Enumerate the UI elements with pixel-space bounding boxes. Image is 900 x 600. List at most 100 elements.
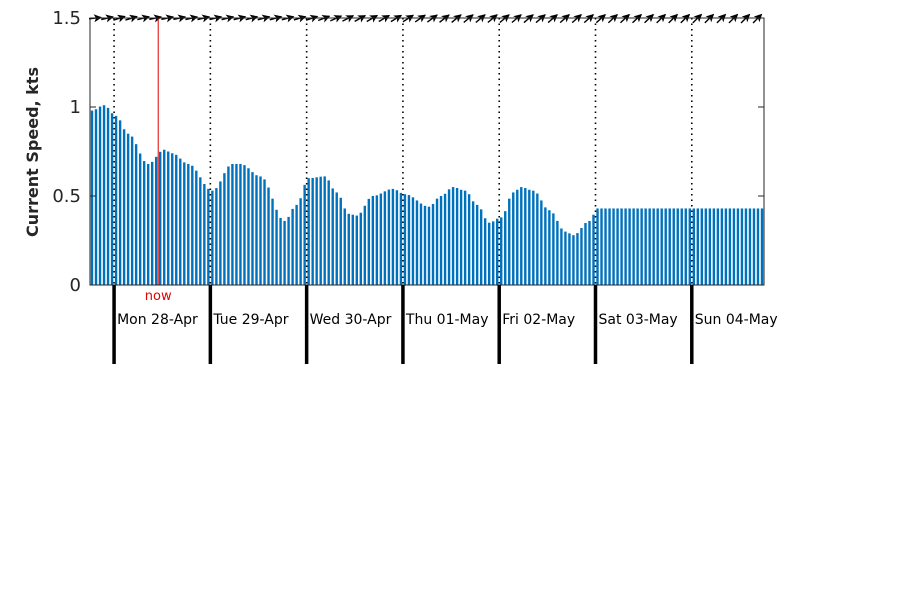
speed-bar (287, 216, 290, 285)
speed-bar (255, 175, 258, 285)
day-label: Tue 29-Apr (212, 312, 288, 328)
speed-bar (207, 188, 210, 285)
arrow-head (357, 15, 367, 23)
speed-bar (471, 201, 475, 285)
speed-bar (692, 208, 695, 285)
speed-bars (90, 105, 764, 286)
speed-bar (487, 222, 491, 285)
speed-bar (371, 196, 375, 285)
speed-bar (439, 196, 443, 285)
arrow-head (249, 14, 259, 23)
speed-bar (588, 220, 591, 285)
speed-bar (652, 208, 655, 285)
speed-bar (291, 208, 294, 285)
speed-bar (235, 163, 238, 285)
speed-bar (134, 144, 138, 285)
speed-bar (275, 209, 278, 285)
speed-bar (303, 184, 306, 286)
speed-bar (159, 151, 162, 285)
speed-bar (728, 208, 732, 285)
speed-bar (496, 218, 499, 285)
arrow-head (116, 14, 126, 23)
speed-bar (419, 203, 423, 285)
direction-arrow (378, 14, 391, 23)
arrow-head (297, 14, 307, 23)
speed-bar (756, 208, 760, 285)
speed-bar (463, 190, 467, 285)
speed-bar (508, 198, 511, 285)
speed-bar (443, 193, 447, 285)
speed-bar (146, 163, 150, 285)
speed-bar (195, 170, 198, 285)
speed-bar (114, 115, 118, 286)
y-tick-label: 1.5 (52, 8, 81, 29)
speed-bar (536, 193, 539, 285)
y-axis: 0 0.5 1 1.5 (52, 8, 764, 296)
speed-bar (528, 189, 531, 285)
speed-bar (415, 200, 419, 285)
arrow-head (381, 14, 391, 23)
arrow-head (285, 14, 295, 23)
speed-bar (379, 193, 383, 285)
speed-bar (435, 198, 439, 285)
speed-bar (347, 213, 350, 285)
day-label: Fri 02-May (502, 312, 575, 328)
speed-bar (203, 183, 206, 285)
speed-bar (150, 161, 154, 285)
speed-bar (684, 208, 687, 285)
arrow-head (273, 14, 283, 23)
speed-bar (383, 191, 387, 285)
speed-bar (676, 208, 679, 285)
speed-bar (126, 133, 130, 285)
speed-bar (612, 208, 615, 285)
speed-bar (500, 217, 503, 285)
speed-bar (580, 228, 583, 285)
arrow-head (345, 15, 355, 23)
speed-bar (447, 189, 451, 285)
speed-bar (227, 166, 230, 285)
day-label: Thu 01-May (405, 312, 489, 328)
speed-bar (540, 200, 543, 285)
speed-bar (323, 176, 326, 285)
speed-bar (712, 208, 716, 285)
speed-bar (423, 205, 427, 285)
speed-bar (243, 165, 246, 285)
speed-bar (187, 163, 190, 285)
speed-bar (744, 208, 748, 285)
speed-bar (239, 163, 242, 285)
speed-bar (154, 156, 158, 285)
speed-bar (564, 231, 567, 285)
speed-bar (247, 168, 250, 285)
speed-bar (327, 180, 330, 285)
speed-bar (375, 195, 379, 285)
speed-bar (175, 154, 178, 285)
speed-bar (171, 153, 174, 285)
speed-bar (403, 194, 407, 285)
speed-bar (504, 211, 507, 285)
speed-bar (355, 215, 358, 285)
speed-bar (331, 188, 334, 285)
speed-bar (191, 165, 194, 285)
speed-bar (106, 107, 110, 285)
speed-bar (532, 190, 535, 285)
speed-bar (668, 208, 671, 285)
speed-bar (399, 192, 403, 285)
speed-bar (552, 213, 555, 285)
speed-bar (98, 106, 102, 285)
day-label: Wed 30-Apr (310, 312, 392, 328)
speed-bar (479, 209, 483, 285)
speed-bar (455, 187, 459, 285)
direction-arrow (390, 14, 403, 23)
speed-bar (118, 120, 122, 285)
arrow-head (309, 14, 319, 23)
arrow-head (393, 14, 403, 23)
speed-bar (259, 176, 262, 285)
speed-bar (700, 208, 704, 285)
speed-bar (431, 204, 435, 285)
speed-bar (632, 208, 635, 285)
speed-bar (110, 113, 114, 285)
speed-bar (351, 214, 354, 285)
speed-bar (411, 197, 415, 285)
speed-bar (90, 110, 94, 285)
speed-bar (211, 190, 214, 285)
